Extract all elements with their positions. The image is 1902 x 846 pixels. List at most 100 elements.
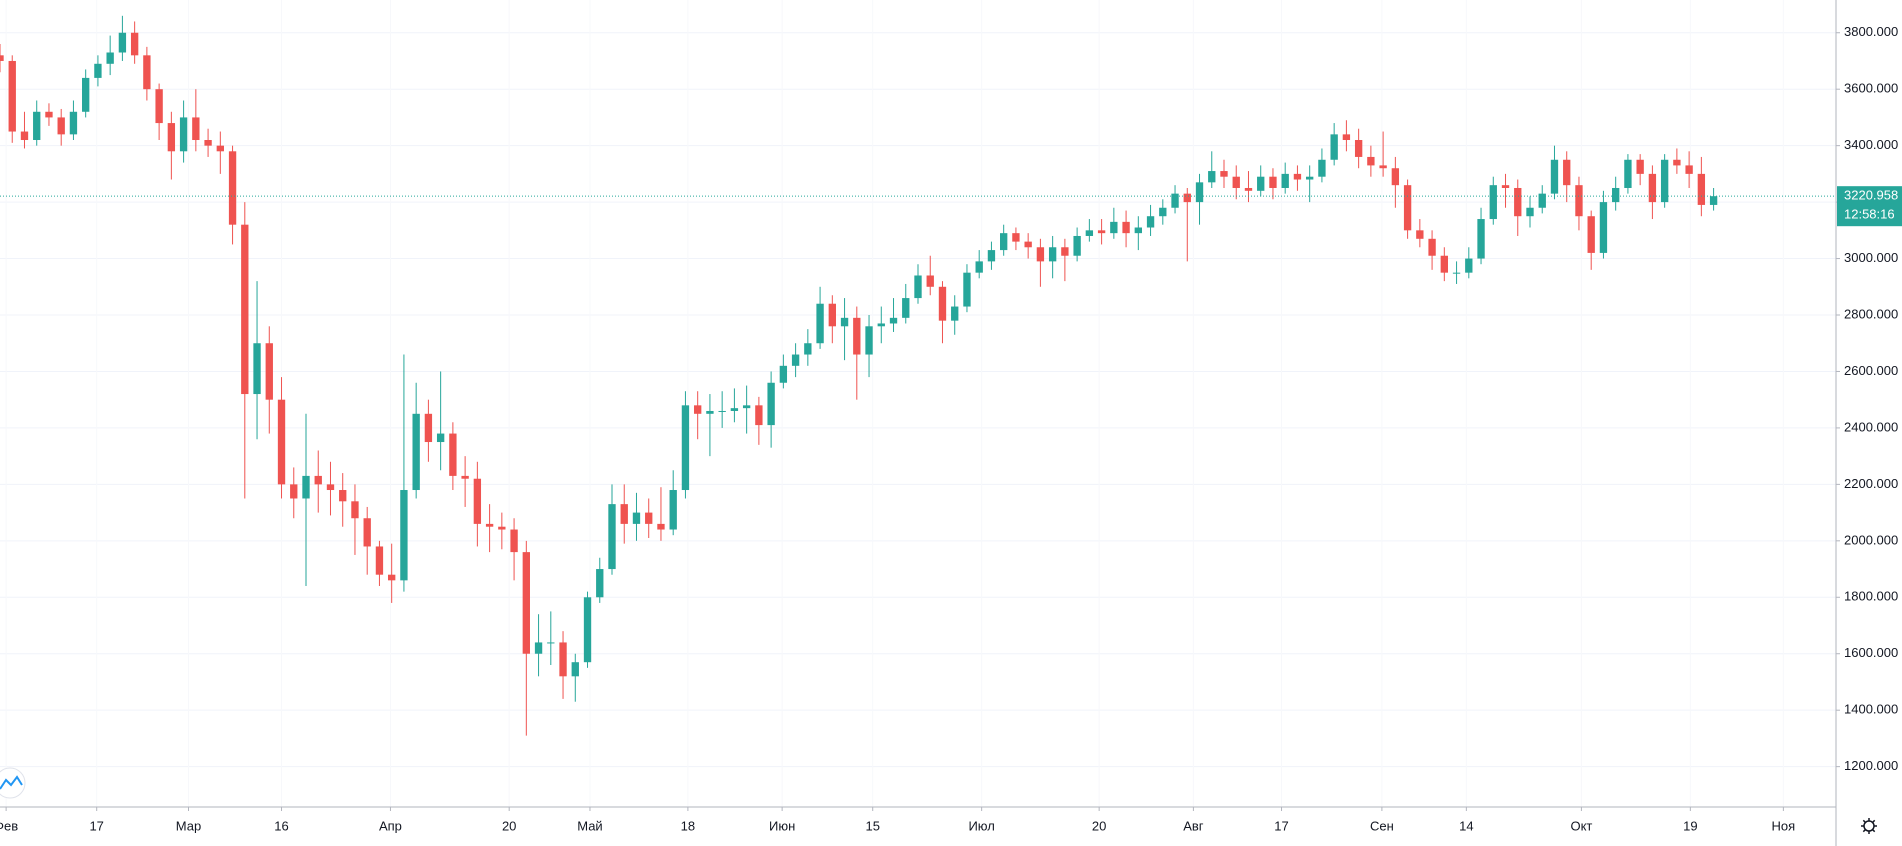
candle-body [216, 145, 224, 152]
x-tick-label: Мар [176, 818, 201, 833]
candle-body [1452, 272, 1461, 274]
y-tick-label: 2400.000 [1844, 419, 1898, 434]
last-price-label: 3220.958 [1844, 188, 1898, 203]
candle-body [547, 642, 555, 644]
candle-body [1134, 227, 1142, 234]
candle-body [375, 546, 384, 575]
candle-body [192, 117, 200, 141]
candle-body [130, 32, 139, 56]
x-tick-label: Фев [0, 818, 18, 833]
candle-body [1257, 176, 1265, 191]
x-tick-label: Авг [1183, 818, 1204, 833]
candle-body [840, 317, 849, 327]
candle-body [730, 408, 739, 411]
candle-body [1648, 173, 1657, 203]
candle-body [1709, 196, 1718, 205]
candle-body [265, 343, 273, 400]
candle-body [755, 405, 763, 426]
candle-body [118, 32, 127, 53]
x-tick-label: 16 [274, 818, 288, 833]
candle-body [1122, 221, 1130, 234]
candle-body [987, 250, 996, 262]
candle-body [143, 55, 151, 90]
candle-body [1281, 173, 1289, 188]
candle-body [791, 354, 800, 366]
candle-body [1036, 247, 1045, 262]
candle-body [277, 399, 286, 485]
candle-body [167, 123, 176, 152]
candle-body [290, 484, 298, 499]
y-tick-label: 3800.000 [1844, 24, 1898, 39]
x-tick-label: Ноя [1772, 818, 1796, 833]
candle-body [424, 413, 433, 443]
candle-body [1293, 173, 1302, 180]
candle-body [1660, 159, 1669, 203]
candle-body [1403, 185, 1412, 231]
x-tick-label: Сен [1370, 818, 1394, 833]
candle-body [620, 504, 628, 524]
x-tick-label: Окт [1570, 818, 1592, 833]
candle-body [865, 326, 873, 355]
candle-body [498, 526, 506, 530]
candle-body [57, 117, 65, 135]
candle-body [1612, 187, 1620, 203]
candle-body [706, 410, 714, 414]
x-tick-label: Июл [968, 818, 994, 833]
candle-body [938, 286, 947, 321]
candle-body [963, 272, 971, 307]
candle-body [1183, 193, 1191, 203]
candle-body [1318, 159, 1326, 177]
settings-icon[interactable] [1861, 818, 1877, 834]
candle-body [828, 303, 836, 327]
candle-body [1000, 233, 1008, 251]
countdown-label: 12:58:16 [1844, 207, 1895, 222]
candle-body [902, 298, 910, 318]
candle-body [363, 518, 371, 547]
axes: 1200.000 1400.000 1600.000 1800.000 2000.000… [0, 24, 1902, 833]
candle-body [559, 642, 567, 677]
x-tick-label: Май [577, 818, 602, 833]
candle-body [1550, 159, 1559, 194]
candle-body [583, 597, 592, 663]
candle-body [45, 111, 53, 118]
candle-body [106, 52, 114, 64]
candle-body [1624, 159, 1632, 188]
candle-body [1330, 134, 1338, 160]
candle-body [779, 365, 788, 383]
candle-body [33, 111, 41, 141]
candle-body [571, 662, 579, 677]
candle-body [1514, 187, 1522, 217]
candle-body [473, 478, 482, 524]
x-tick-label: Июн [769, 818, 795, 833]
candle-body [94, 63, 102, 78]
x-tick-label: 15 [865, 818, 879, 833]
candle-body [1232, 176, 1240, 188]
candle-body [1587, 216, 1595, 253]
candle-body [1220, 171, 1228, 177]
last-price-box [1837, 186, 1902, 227]
x-tick-label: 19 [1683, 818, 1697, 833]
candle-body [0, 55, 4, 61]
candle-body [461, 475, 469, 479]
candle-body [804, 343, 812, 355]
candle-body [1440, 255, 1448, 273]
candle-body [339, 490, 347, 502]
candle-body [449, 433, 457, 476]
candle-body [179, 117, 188, 152]
candle-body [889, 317, 898, 324]
candle-body [767, 382, 775, 426]
candle-body [694, 405, 702, 414]
x-tick-label: 20 [502, 818, 516, 833]
candle-body [608, 504, 616, 570]
candle-body [155, 89, 163, 124]
candle-body [1428, 238, 1436, 256]
candle-body [632, 512, 641, 524]
x-tick-label: Апр [379, 818, 402, 833]
candle-body [388, 574, 396, 581]
candle-body [436, 433, 445, 443]
candle-body [82, 77, 90, 112]
y-tick-label: 2000.000 [1844, 532, 1898, 547]
candle-body [1048, 247, 1057, 262]
candle-body [669, 490, 677, 530]
